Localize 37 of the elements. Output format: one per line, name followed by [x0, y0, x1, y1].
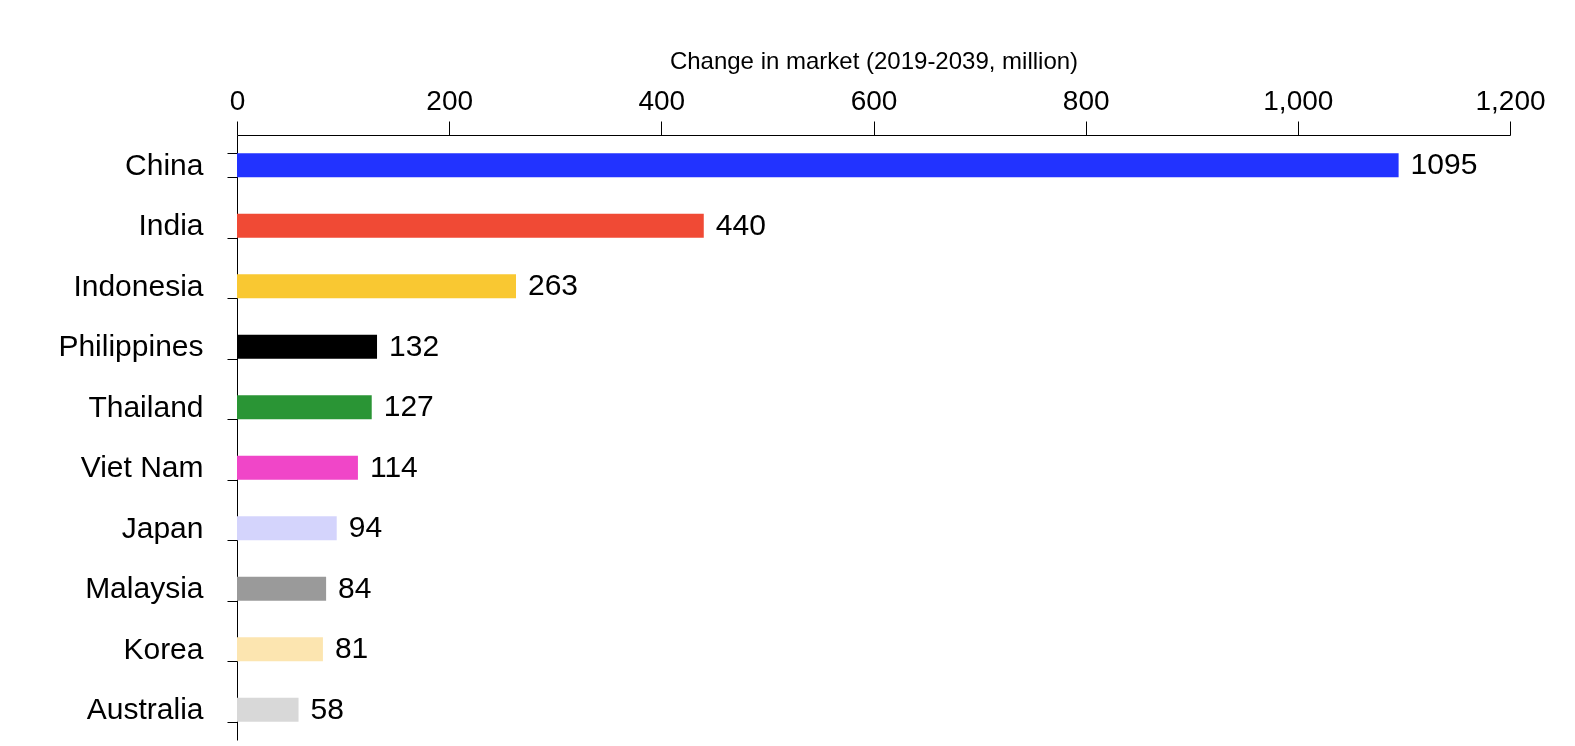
x-tick-label: 0: [229, 84, 246, 116]
data-label: 132: [389, 328, 440, 362]
y-tick-label: China: [125, 147, 204, 181]
y-tick-label: Viet Nam: [80, 450, 204, 484]
y-tick-label: Japan: [121, 510, 204, 544]
x-tick-label: 1,000: [1263, 84, 1334, 116]
y-tick-label: Australia: [86, 692, 204, 726]
x-tick-label: 600: [850, 84, 898, 116]
data-label: 84: [338, 570, 372, 604]
data-label: 127: [383, 389, 434, 423]
bar: [237, 576, 327, 601]
y-tick-label: Philippines: [58, 329, 204, 363]
data-label: 263: [528, 268, 579, 302]
y-tick-label: Malaysia: [85, 571, 204, 605]
y-tick-label: Thailand: [88, 389, 204, 423]
bar: [237, 395, 372, 420]
bar: [237, 516, 337, 541]
data-label: 440: [715, 207, 766, 241]
y-tick-label: India: [138, 208, 204, 242]
data-label: 1095: [1410, 147, 1478, 181]
x-tick-label: 800: [1062, 84, 1110, 116]
x-tick-label: 1,200: [1475, 84, 1546, 116]
y-tick-label: Korea: [123, 631, 204, 665]
x-tick-label: 400: [638, 84, 686, 116]
bar: [237, 637, 323, 662]
x-axis-title: Change in market (2019-2039, million): [669, 46, 1079, 74]
x-tick-label: 200: [426, 84, 474, 116]
data-label: 94: [348, 510, 383, 544]
bar: [237, 455, 358, 480]
bar: [237, 153, 1399, 178]
bar: [237, 213, 704, 238]
data-label: 114: [369, 449, 418, 483]
bar: [237, 697, 299, 722]
data-label: 81: [334, 631, 369, 665]
y-tick-label: Indonesia: [73, 268, 204, 302]
data-label: 58: [310, 691, 344, 725]
bar: [237, 274, 516, 299]
